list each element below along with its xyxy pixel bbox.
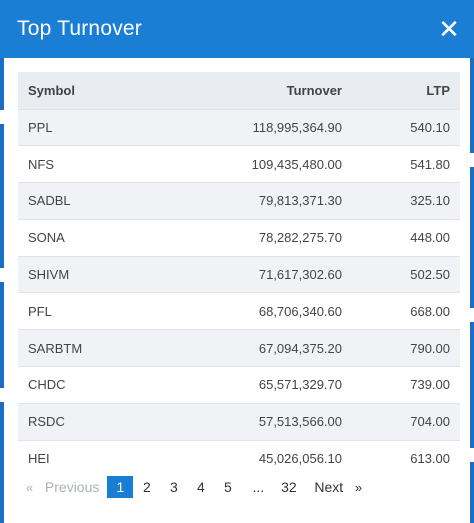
cell-ltp: 448.00 — [360, 218, 460, 257]
cell-symbol: RSDC — [18, 402, 158, 441]
column-header-symbol[interactable]: Symbol — [28, 82, 75, 98]
close-icon[interactable]: ✕ — [438, 14, 460, 44]
cell-turnover: 67,094,375.20 — [158, 329, 360, 367]
cell-symbol: PFL — [18, 292, 158, 330]
cell-ltp: 325.10 — [360, 182, 460, 220]
cell-symbol: SARBTM — [18, 329, 158, 367]
table-row[interactable]: SHIVM 71,617,302.60 502.50 — [18, 255, 460, 293]
column-header-ltp[interactable]: LTP — [426, 82, 450, 98]
turnover-table: Symbol Turnover LTP PPL 118,995,364.90 5… — [18, 72, 460, 477]
cell-turnover: 68,706,340.60 — [158, 292, 360, 330]
cell-ltp: 790.00 — [360, 329, 460, 367]
cell-turnover: 65,571,329.70 — [158, 366, 360, 404]
cell-turnover: 78,282,275.70 — [158, 218, 360, 257]
page-button-1[interactable]: 1 — [107, 476, 134, 498]
modal-header: Top Turnover ✕ — [0, 0, 474, 58]
cell-symbol: HEI — [18, 439, 158, 477]
cell-turnover: 45,026,056.10 — [158, 439, 360, 477]
cell-symbol: SADBL — [18, 182, 158, 220]
cell-turnover: 71,617,302.60 — [158, 255, 360, 293]
previous-page-button[interactable]: « Previous — [18, 476, 107, 498]
cell-symbol: PPL — [18, 108, 158, 146]
cell-ltp: 668.00 — [360, 292, 460, 330]
table-row[interactable]: SARBTM 67,094,375.20 790.00 — [18, 329, 460, 367]
table-row[interactable]: SADBL 79,813,371.30 325.10 — [18, 182, 460, 220]
table-row[interactable]: PFL 68,706,340.60 668.00 — [18, 292, 460, 330]
modal-title: Top Turnover — [17, 17, 142, 40]
table-row[interactable]: PPL 118,995,364.90 540.10 — [18, 108, 460, 146]
previous-label: Previous — [44, 479, 100, 495]
cell-ltp: 502.50 — [360, 255, 460, 293]
table-row[interactable]: RSDC 57,513,566.00 704.00 — [18, 402, 460, 441]
cell-ltp: 613.00 — [360, 439, 460, 477]
table-row[interactable]: SONA 78,282,275.70 448.00 — [18, 218, 460, 257]
cell-symbol: CHDC — [18, 366, 158, 404]
page-button-2[interactable]: 2 — [142, 479, 151, 495]
cell-ltp: 541.80 — [360, 145, 460, 183]
column-header-turnover[interactable]: Turnover — [286, 82, 342, 98]
cell-ltp: 704.00 — [360, 402, 460, 441]
table-row[interactable]: CHDC 65,571,329.70 739.00 — [18, 366, 460, 404]
left-edge-strip — [0, 58, 4, 523]
page-button-5[interactable]: 5 — [223, 479, 232, 495]
page-button-3[interactable]: 3 — [169, 479, 178, 495]
double-chevron-right-icon: » — [354, 480, 363, 495]
table-row[interactable]: NFS 109,435,480.00 541.80 — [18, 145, 460, 183]
cell-turnover: 109,435,480.00 — [158, 145, 360, 183]
cell-turnover: 118,995,364.90 — [158, 108, 360, 146]
cell-ltp: 739.00 — [360, 366, 460, 404]
table-row[interactable]: HEI 45,026,056.10 613.00 — [18, 439, 460, 477]
cell-ltp: 540.10 — [360, 108, 460, 146]
cell-symbol: SONA — [18, 218, 158, 257]
right-edge-strip — [470, 58, 474, 523]
pagination-ellipsis: ... — [252, 479, 265, 495]
next-label: Next — [314, 479, 344, 495]
cell-symbol: NFS — [18, 145, 158, 183]
cell-turnover: 79,813,371.30 — [158, 182, 360, 220]
pagination: « Previous 1 2 3 4 5 ... 32 Next » — [18, 476, 368, 498]
cell-symbol: SHIVM — [18, 255, 158, 293]
cell-turnover: 57,513,566.00 — [158, 402, 360, 441]
table-header-row: Symbol Turnover LTP — [18, 72, 460, 109]
next-page-button[interactable]: Next » — [302, 476, 368, 498]
page-button-last[interactable]: 32 — [281, 479, 297, 495]
page-button-4[interactable]: 4 — [196, 479, 205, 495]
double-chevron-left-icon: « — [26, 480, 34, 495]
turnover-table-container: Symbol Turnover LTP PPL 118,995,364.90 5… — [18, 72, 460, 477]
